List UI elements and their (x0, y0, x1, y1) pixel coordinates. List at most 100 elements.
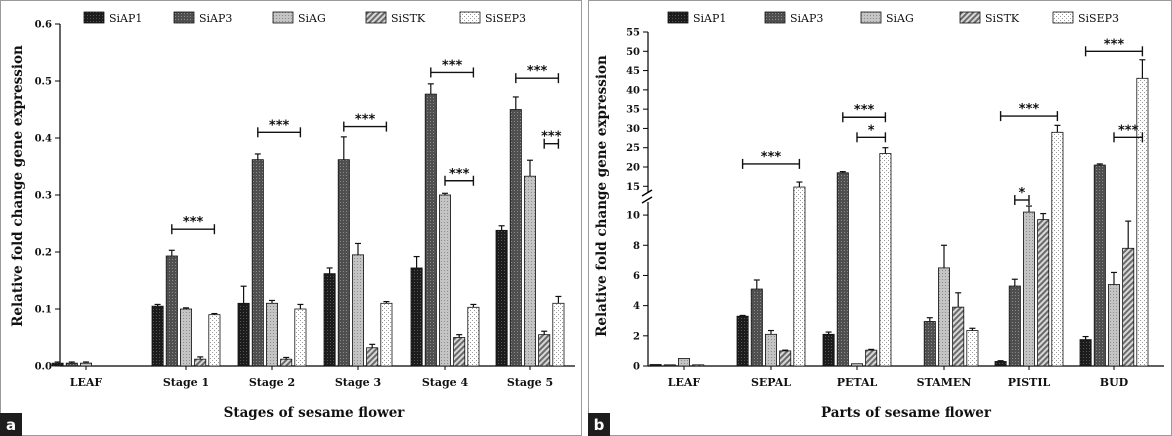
panel-b-y-tick-label: 10 (626, 211, 640, 222)
panel-a-significance-label: *** (449, 167, 470, 182)
panel-b-category-label-stamen: STAMEN (917, 376, 972, 389)
panel-a-legend-swatch-sistk (365, 11, 387, 24)
panel-b-y-axis-title: Relative fold change gene expression (594, 55, 610, 337)
panel-b-significance-bracket: *** (741, 150, 801, 169)
panel-a-bar-siap3-leaf (65, 362, 78, 367)
panel-b-significance: ***************** (741, 37, 1144, 205)
panel-b-y-tick-label: 45 (626, 66, 640, 77)
panel-a-significance-bracket: *** (430, 58, 475, 78)
panel-b-significance-label: *** (761, 150, 782, 165)
panel-b-bar-siap3-petal (836, 172, 849, 367)
panel-a-bar-sistk-stage-1 (194, 358, 207, 367)
panel-b-bar-siap1-sepal (736, 315, 749, 367)
panel-b-bar-sistk-petal (865, 349, 878, 367)
panel-a-bar-sistk-stage-2 (280, 358, 293, 367)
panel-a-significance-label: *** (442, 58, 463, 73)
panel-a-axes: 0.0 0.1 0.2 0.3 0.4 0.5 0.6 LEAF Stage 1 Stage 2 S… (35, 20, 575, 389)
panel-a-bar-siag-stage-1 (179, 308, 192, 367)
panel-b-category-label-leaf: LEAF (668, 376, 701, 389)
panel-a-bar-siag-stage-4 (438, 194, 451, 367)
panel-b-significance-label: * (868, 123, 875, 138)
panel-a-y-tick-label: 0.4 (35, 134, 52, 145)
panel-b-y-tick-label: 4 (633, 301, 640, 312)
panel-a-bar-siap1-stage-2 (237, 302, 250, 367)
panel-a-legend-label-siap1: SiAP1 (109, 12, 142, 25)
panel-b-axis-break-gap (644, 192, 652, 202)
panel-a-legend-label-sisep3: SiSEP3 (485, 12, 526, 25)
panel-a-significance-bracket: *** (257, 118, 302, 138)
panel-b-bars (649, 59, 1149, 367)
panel-a-category-label-stage-5: Stage 5 (507, 376, 553, 389)
panel-a-y-axis-title: Relative fold change gene expression (10, 45, 26, 327)
panel-a-y-tick-label: 0.5 (35, 77, 52, 88)
panel-b-bar-sistk-leaf (692, 364, 705, 367)
panel-a-significance-label: *** (183, 215, 204, 230)
panel-a-bar-siap3-stage-3 (337, 159, 350, 367)
panel-b-legend-label-sistk: SiSTK (985, 12, 1020, 25)
panel-b-legend-swatch-sisep3 (1052, 11, 1074, 24)
panel-b-significance-bracket: *** (1084, 37, 1144, 57)
panel-a-significance-bracket: *** (444, 167, 475, 186)
panel-a-significance-bracket: *** (541, 130, 562, 149)
panel-b-y-tick-label: 35 (626, 105, 640, 116)
panel-b-axis-break-mark (641, 196, 653, 204)
panel-b-legend-swatch-siap3 (764, 11, 786, 24)
panel-a-bar-sisep3-stage-5 (552, 302, 565, 367)
panel-b-bar-siap3-bud (1093, 164, 1106, 367)
panel-b-bar-sistk-pistil (1037, 219, 1050, 367)
panel-a-bar-siap1-stage-4 (410, 267, 423, 367)
panel-a-y-tick-label: 0.2 (35, 248, 52, 259)
panel-b-y-tick-label: 50 (626, 47, 640, 58)
panel-a-legend-label-sistk: SiSTK (391, 12, 426, 25)
panel-b-bar-sisep3-sepal (793, 186, 806, 367)
panel-b-bar-sisep3-petal (879, 153, 892, 367)
panel-b-legend-label-sisep3: SiSEP3 (1078, 12, 1119, 25)
panel-b-significance-bracket: *** (1113, 123, 1144, 143)
panel-b-chart: SiAP1 SiAP3 SiAG SiSTK SiSEP3 0 2 4 6 8 10 15 20 25 3… (588, 0, 1172, 436)
panel-a-significance: *** *** *** *** *** *** *** (171, 58, 562, 235)
panel-a-bar-siap1-stage-3 (323, 273, 336, 367)
panel-b-bar-siap3-stamen (923, 321, 936, 367)
panel-a-bar-sistk-stage-3 (366, 347, 379, 367)
panel-b-y-tick-label: 6 (633, 271, 640, 282)
panel-b-y-tick-label: 0 (633, 362, 640, 373)
panel-b-tag (588, 413, 610, 436)
panel-b-tag-label: b (594, 416, 605, 434)
panel-a-significance-bracket: *** (171, 215, 216, 235)
panel-b-bar-siag-bud (1108, 284, 1121, 367)
panel-a-bar-sistk-stage-5 (538, 334, 551, 367)
panel-b-bar-siap1-petal (822, 333, 835, 367)
panel-a-x-axis-title: Stages of sesame flower (224, 405, 406, 421)
panel-a-y-tick-label: 0.6 (35, 20, 52, 31)
panel-a-tag-label: a (6, 416, 16, 434)
panel-a-bar-sistk-stage-4 (453, 337, 466, 367)
panel-a-bar-siap3-stage-5 (509, 109, 522, 367)
panel-a-significance-label: *** (355, 113, 376, 128)
panel-b-significance-bracket: *** (999, 102, 1059, 122)
panel-b-legend: SiAP1 SiAP3 SiAG SiSTK SiSEP3 (667, 11, 1119, 25)
panel-a-category-label-stage-4: Stage 4 (422, 376, 469, 389)
panel-b-legend-label-siap3: SiAP3 (790, 12, 823, 25)
panel-b-y-tick-label: 25 (626, 143, 640, 154)
panel-b-axes: 0 2 4 6 8 10 15 20 25 30 35 40 45 50 55 LEAF SEPAL PETAL S… (626, 28, 1164, 389)
panel-b-significance-bracket: *** (842, 103, 887, 123)
panel-b-y-tick-label: 15 (626, 182, 640, 193)
panel-b-category-label-petal: PETAL (837, 376, 878, 389)
panel-b-bar-siap1-bud (1079, 339, 1092, 367)
panel-a-significance-bracket: *** (343, 113, 388, 132)
panel-a-legend-swatch-siag (272, 11, 294, 24)
panel-b-bar-siap1-pistil (994, 361, 1007, 367)
panel-a-legend: SiAP1 SiAP3 SiAG SiSTK SiSEP3 (83, 11, 526, 25)
panel-b-legend-swatch-sistk (959, 11, 981, 24)
panel-a-category-label-stage-1: Stage 1 (163, 376, 209, 389)
panel-b-y-tick-label: 30 (626, 124, 640, 135)
panel-b-significance-label: *** (1104, 37, 1125, 52)
panel-a-significance-label: *** (541, 130, 562, 145)
panel-b-bar-siag-stamen (938, 267, 951, 367)
panel-b-bar-siag-pistil (1023, 211, 1036, 367)
panel-b-y-tick-label: 20 (626, 163, 640, 174)
panel-a-legend-swatch-siap3 (173, 11, 195, 24)
panel-b-bar-sistk-bud (1122, 247, 1135, 367)
panel-b-x-axis-title: Parts of sesame flower (821, 405, 992, 421)
